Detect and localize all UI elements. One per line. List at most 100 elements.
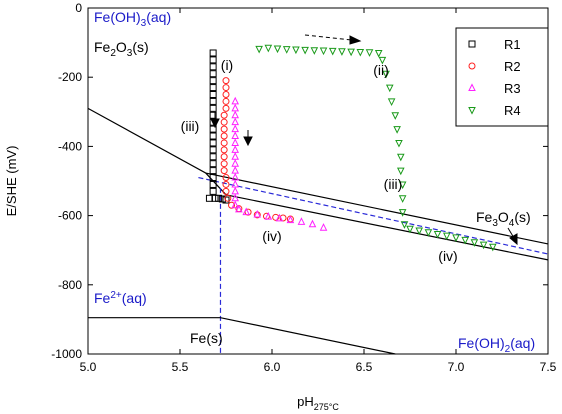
legend-label: R1: [504, 37, 521, 52]
point: [209, 91, 217, 98]
point: [282, 46, 291, 54]
point: [209, 132, 217, 140]
point: [209, 187, 217, 195]
boundary-line: [198, 176, 549, 255]
point: [319, 47, 328, 56]
annotation: Fe(OH)3(aq): [94, 9, 171, 29]
point: [231, 117, 240, 126]
annotation-part: 3: [492, 218, 498, 229]
x-tick-label: 5.0: [80, 360, 97, 374]
point: [292, 46, 300, 55]
point: [297, 217, 306, 225]
point: [222, 97, 230, 105]
point: [222, 180, 230, 188]
point: [209, 167, 217, 175]
point: [468, 62, 476, 70]
point: [231, 124, 240, 133]
arrow: [304, 34, 353, 41]
point: [279, 214, 287, 222]
annotation: (iv): [262, 228, 281, 244]
point: [231, 110, 240, 119]
point: [395, 139, 403, 148]
point: [220, 160, 228, 168]
x-tick-label: 6.5: [356, 360, 373, 374]
point: [470, 239, 479, 247]
point: [209, 111, 217, 119]
point: [209, 139, 217, 147]
point: [209, 160, 217, 168]
point: [231, 96, 240, 105]
point: [222, 104, 230, 112]
annotation-part: (aq): [146, 9, 171, 25]
point: [220, 139, 228, 147]
point: [378, 56, 387, 65]
point: [231, 159, 240, 167]
point: [220, 132, 228, 140]
point: [442, 232, 451, 241]
point: [220, 167, 228, 175]
annotation-part: (aq): [510, 335, 535, 351]
annotation: Fe2+(aq): [94, 290, 147, 306]
annotation: (ii): [373, 62, 389, 78]
arrow-head: [349, 35, 362, 45]
annotation-part: 2: [505, 344, 511, 355]
point: [220, 118, 228, 126]
point: [488, 243, 497, 252]
point: [479, 241, 488, 250]
point: [468, 83, 476, 91]
point: [255, 45, 263, 54]
annotation-part: (ii): [373, 62, 389, 78]
point: [452, 234, 460, 243]
arrow-head: [243, 136, 253, 147]
point: [242, 207, 251, 216]
annotation-part: 4: [509, 218, 515, 229]
annotation: (iii): [384, 176, 403, 192]
annotation-part: (i): [221, 57, 233, 73]
annotation-part: (aq): [122, 290, 147, 306]
y-tick-label: -400: [58, 139, 82, 153]
annotation-part: Fe: [94, 290, 111, 306]
point: [398, 195, 407, 203]
legend-label: R3: [504, 81, 521, 96]
point: [224, 194, 232, 202]
point: [286, 215, 295, 224]
point: [415, 227, 424, 236]
y-tick-label: -600: [58, 209, 82, 223]
annotation: Fe2O3(s): [94, 39, 149, 59]
annotation-part: Fe: [94, 39, 111, 55]
point: [209, 70, 217, 78]
point: [222, 196, 230, 204]
point: [468, 107, 476, 115]
point: [209, 174, 217, 182]
point: [347, 48, 355, 57]
point: [387, 98, 396, 107]
point: [433, 230, 442, 239]
boundary-line: [205, 172, 549, 261]
point: [220, 153, 228, 161]
point: [264, 44, 273, 53]
point: [235, 204, 243, 213]
annotation: Fe(s): [190, 330, 223, 346]
point: [424, 229, 433, 237]
point: [231, 131, 240, 140]
point: [310, 47, 319, 55]
point: [222, 91, 230, 98]
point: [231, 186, 240, 195]
annotation-part: Fe(OH): [458, 335, 505, 351]
annotation-part: 3: [141, 18, 147, 29]
point: [209, 180, 217, 188]
y-tick-label: -800: [58, 278, 82, 292]
point: [209, 153, 217, 161]
annotation: (i): [221, 57, 233, 73]
x-tick-label: 6.0: [264, 360, 281, 374]
y-axis-label: E/SHE (mV): [4, 146, 19, 217]
annotation-part: (s): [132, 39, 148, 55]
point: [275, 213, 284, 222]
annotation-part: (iii): [181, 118, 200, 134]
y-tick-label: 0: [75, 1, 82, 15]
x-axis-label-sub: 275°C: [314, 402, 340, 412]
point: [393, 126, 401, 134]
x-axis-label: pH275°C: [297, 394, 339, 412]
annotation-part: (iv): [262, 228, 281, 244]
